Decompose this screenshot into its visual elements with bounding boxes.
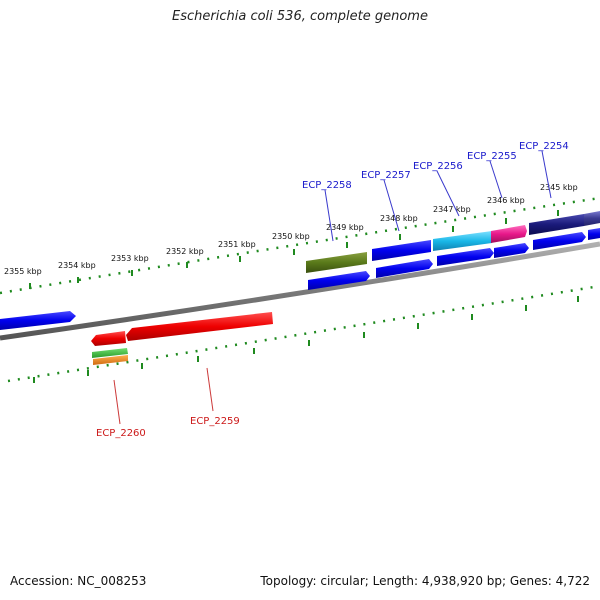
gene-label-top[interactable]: ECP_2256 [413,161,463,172]
position-label: 2353 kbp [111,254,149,263]
position-label: 2352 kbp [166,247,204,256]
gene-feature[interactable] [308,271,370,290]
gene-feature[interactable] [533,232,586,250]
position-label: 2350 kbp [272,232,310,241]
reverse-major-ticks [33,296,579,383]
gene-feature[interactable] [584,211,600,226]
forward-label-leaders [324,150,552,242]
gene-feature[interactable] [494,243,529,258]
gene-feature[interactable] [306,252,367,273]
gene-feature[interactable] [588,228,600,240]
gene-label-top[interactable]: ECP_2254 [519,141,569,152]
gene-label-bottom[interactable]: ECP_2259 [190,416,240,427]
gene-label-top[interactable]: ECP_2255 [467,151,517,162]
position-label: 2354 kbp [58,261,96,270]
gene-feature[interactable] [372,240,431,261]
position-label: 2347 kbp [433,205,471,214]
reverse-genes [91,312,273,365]
gene-feature[interactable] [529,214,584,235]
gene-label-bottom[interactable]: ECP_2260 [96,428,146,439]
position-label: 2346 kbp [487,196,525,205]
gene-feature[interactable] [93,355,128,365]
gene-feature[interactable] [126,312,273,341]
genome-summary: Topology: circular; Length: 4,938,920 bp… [260,574,590,588]
gene-feature[interactable] [437,248,494,266]
genome-backbone [0,241,600,341]
gene-feature[interactable] [433,231,492,251]
position-label: 2349 kbp [326,223,364,232]
reverse-label-leaders [113,367,214,425]
reverse-tick-track [7,284,600,383]
position-label: 2355 kbp [4,267,42,276]
position-label: 2348 kbp [380,214,418,223]
gene-label-top[interactable]: ECP_2258 [302,180,352,191]
forward-upper-genes [306,211,600,273]
forward-major-ticks [29,210,559,289]
gene-feature[interactable] [491,225,527,243]
gene-feature[interactable] [376,259,433,278]
gene-feature[interactable] [0,311,76,330]
forward-lower-genes [0,228,600,330]
gene-label-top[interactable]: ECP_2257 [361,170,411,181]
position-label: 2351 kbp [218,240,256,249]
map-title: Escherichia coli 536, complete genome [172,9,428,24]
position-label: 2345 kbp [540,183,578,192]
gene-feature[interactable] [92,348,128,358]
accession-label: Accession: NC_008253 [10,574,147,588]
gene-feature[interactable] [91,331,126,346]
